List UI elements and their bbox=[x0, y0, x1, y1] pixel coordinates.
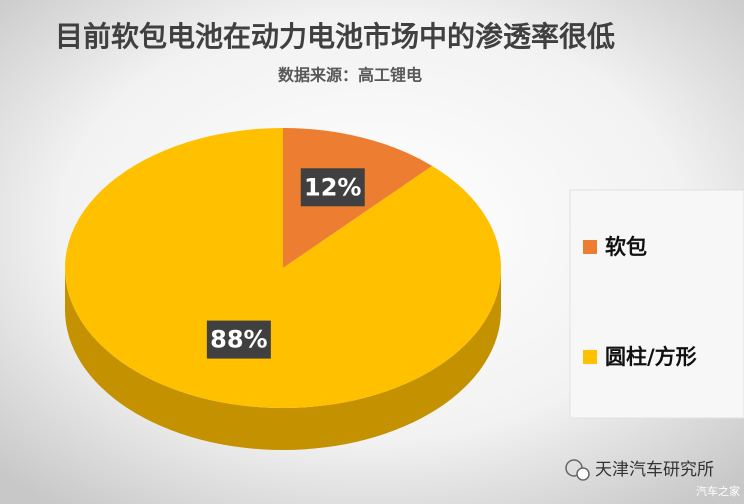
watermark: 天津汽车研究所 bbox=[595, 460, 714, 480]
legend-label: 软包 bbox=[605, 235, 647, 259]
chart-subtitle: 数据来源：高工锂电 bbox=[278, 66, 422, 85]
legend-box bbox=[569, 189, 744, 419]
legend-swatch bbox=[583, 240, 597, 254]
source-mark: 汽车之家 bbox=[696, 484, 740, 498]
value-label-bg bbox=[206, 320, 271, 359]
chart-title: 目前软包电池在动力电池市场中的渗透率很低 bbox=[55, 20, 615, 53]
value-label-bg bbox=[300, 168, 365, 207]
value-label: 88% bbox=[210, 326, 267, 354]
pie-side bbox=[65, 268, 501, 450]
value-label: 12% bbox=[304, 173, 361, 201]
watermark-icon bbox=[565, 459, 590, 481]
legend-label: 圆柱/方形 bbox=[605, 345, 697, 369]
legend-swatch bbox=[583, 350, 597, 364]
pie-slice bbox=[64, 128, 501, 409]
